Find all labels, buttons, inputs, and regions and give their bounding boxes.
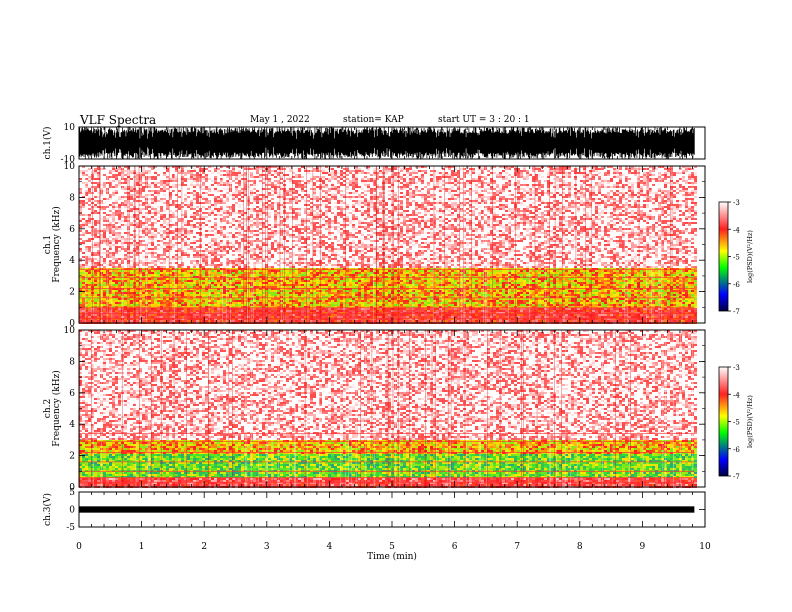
colorbar-tick-label: -6 bbox=[733, 281, 740, 289]
station-label: station= KAP bbox=[343, 115, 404, 125]
ch2-spectrogram-image bbox=[79, 330, 697, 488]
x-tick-label: 7 bbox=[514, 542, 520, 552]
ch1-waveform-trace bbox=[79, 127, 694, 159]
y-tick-label: 8 bbox=[69, 193, 75, 203]
ch1-waveform-path bbox=[79, 127, 694, 159]
start-time-label: start UT = 3 : 20 : 1 bbox=[438, 115, 530, 125]
colorbar-label: log(PSD)(V²/Hz) bbox=[746, 395, 754, 448]
y-axis-label: Frequency (kHz) bbox=[51, 206, 62, 283]
colorbars: -3 -4 -5 -6 -7 log(PSD)(V²/Hz) -3 -4 -5 -6 -7 log(P… bbox=[719, 199, 754, 481]
colorbar-tick-label: -7 bbox=[733, 308, 740, 316]
x-tick-label: 9 bbox=[640, 542, 646, 552]
x-tick-label: 0 bbox=[76, 542, 82, 552]
x-tick-label: 4 bbox=[327, 542, 333, 552]
figure-title: VLF Spectra bbox=[80, 113, 156, 127]
x-tick-label: 2 bbox=[201, 542, 207, 552]
colorbar-tick-label: -4 bbox=[733, 226, 740, 234]
x-tick-label: 5 bbox=[389, 542, 395, 552]
x-axis-label: Time (min) bbox=[367, 551, 417, 562]
x-tick-label: 6 bbox=[452, 542, 458, 552]
y-tick-label: -5 bbox=[66, 523, 75, 533]
y-tick-label: 6 bbox=[69, 389, 75, 399]
colorbar-tick-label: -3 bbox=[733, 364, 740, 372]
colorbar-label: log(PSD)(V²/Hz) bbox=[746, 230, 754, 283]
colorbar-tick-label: -4 bbox=[733, 391, 740, 399]
colorbar-tick-label: -5 bbox=[733, 254, 740, 262]
y-axis-label: ch.3(V) bbox=[42, 493, 53, 526]
y-tick-label: 4 bbox=[69, 420, 75, 430]
y-tick-label: 8 bbox=[69, 357, 75, 367]
x-tick-label: 1 bbox=[139, 542, 145, 552]
colorbar-tick-label: -7 bbox=[733, 473, 740, 481]
y-tick-label: 6 bbox=[69, 225, 75, 235]
y-tick-label: 2 bbox=[69, 452, 75, 462]
x-tick-label: 3 bbox=[264, 542, 270, 552]
ch1-spectrogram-image bbox=[79, 166, 697, 324]
date-label: May 1 , 2022 bbox=[250, 115, 310, 125]
y-axis-label: Frequency (kHz) bbox=[51, 370, 62, 447]
y-tick-label: 10 bbox=[64, 326, 76, 336]
colorbar-tick-label: -5 bbox=[733, 419, 740, 427]
y-tick-label: 4 bbox=[69, 256, 75, 266]
colorbar-1 bbox=[719, 202, 728, 311]
y-tick-label: 2 bbox=[69, 288, 75, 298]
y-tick-label: 0 bbox=[69, 506, 75, 516]
y-tick-label: 5 bbox=[69, 488, 75, 498]
colorbar-2 bbox=[719, 367, 728, 476]
colorbar-tick-label: -3 bbox=[733, 199, 740, 207]
colorbar-tick-label: -6 bbox=[733, 446, 740, 454]
x-tick-label: 8 bbox=[577, 542, 583, 552]
ch3-waveform-trace bbox=[79, 506, 694, 512]
y-axis-label: ch.1(V) bbox=[42, 127, 53, 160]
x-tick-label: 10 bbox=[699, 542, 711, 552]
ch3-waveform-band bbox=[79, 506, 694, 512]
y-tick-label: 10 bbox=[64, 162, 76, 172]
y-tick-label: 10 bbox=[64, 123, 76, 133]
